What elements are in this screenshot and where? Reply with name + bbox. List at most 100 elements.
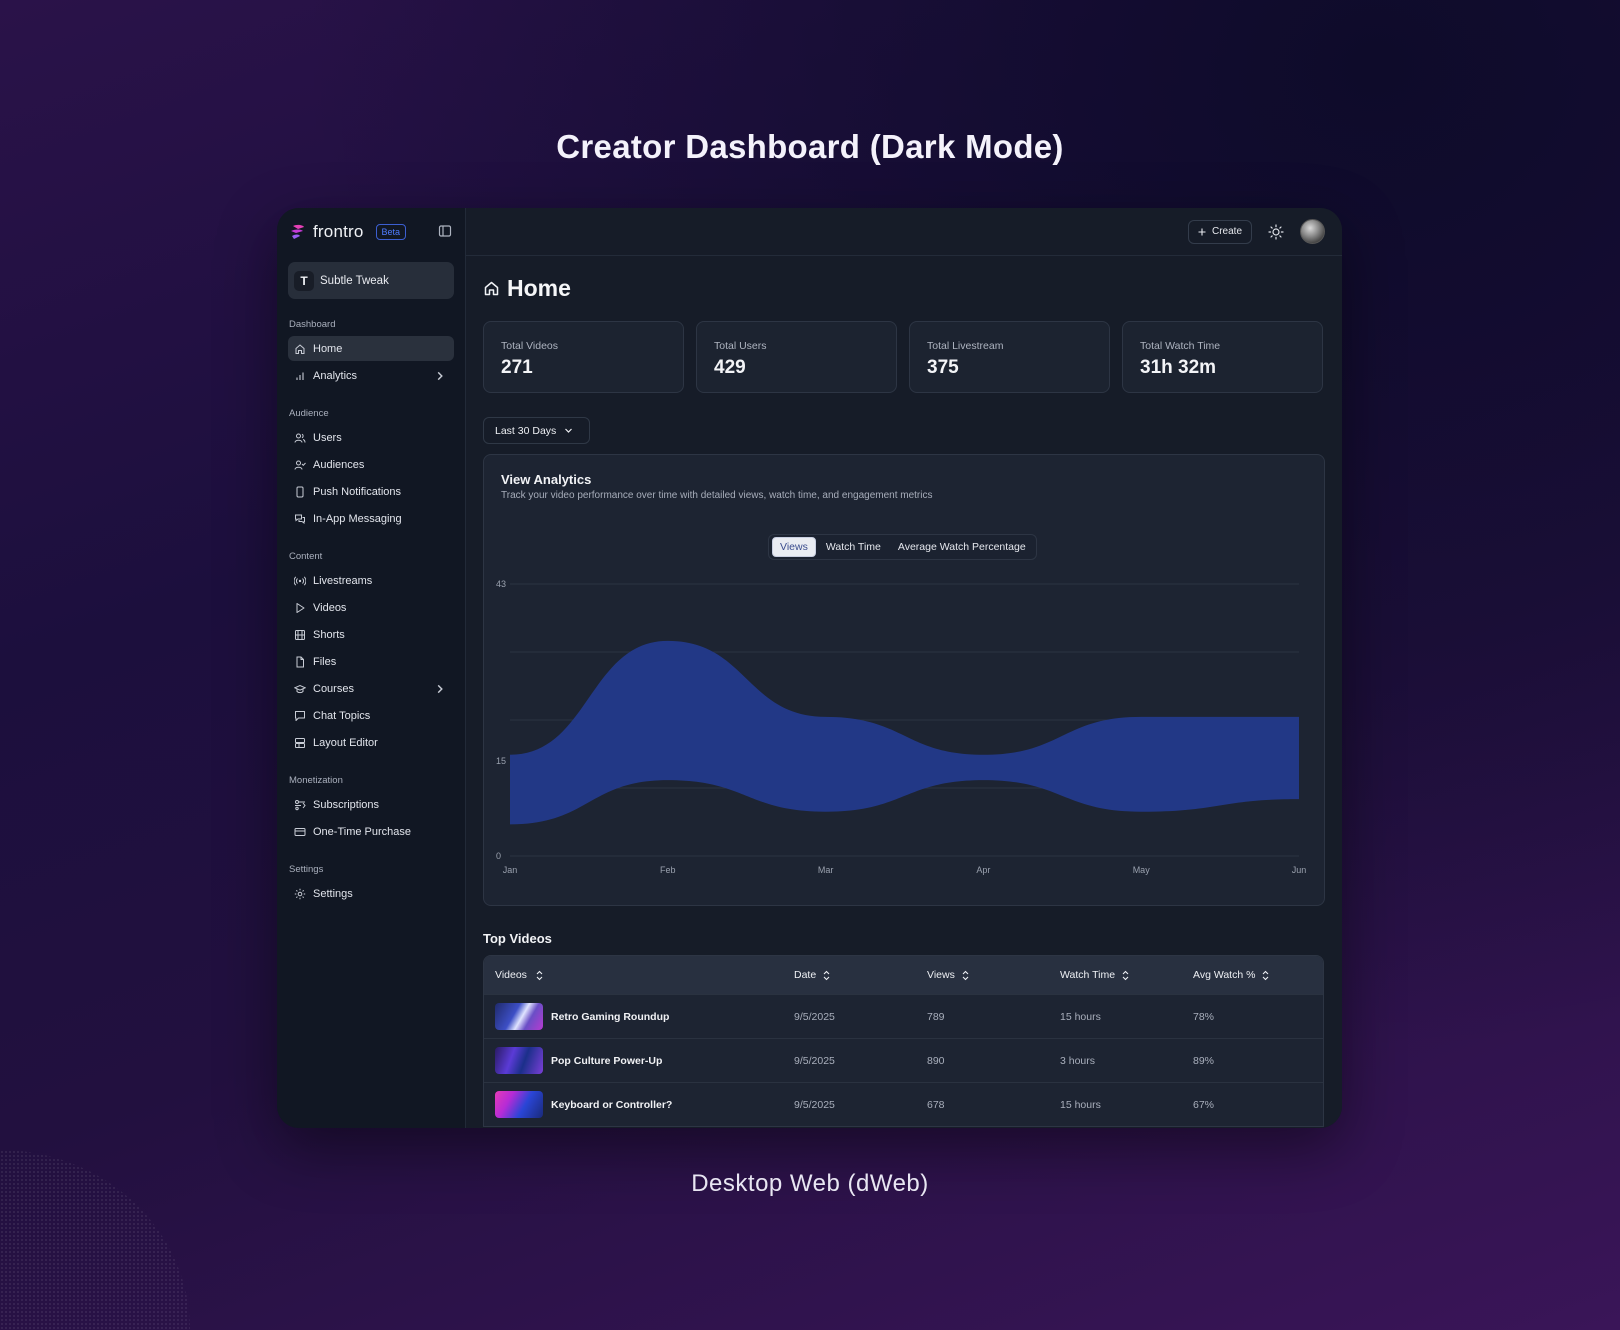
stat-card-total-users: Total Users 429 — [696, 321, 897, 393]
sidebar-item-subscriptions[interactable]: Subscriptions — [288, 792, 454, 817]
chart-metric-tabs: Views Watch Time Average Watch Percentag… — [768, 534, 1037, 560]
video-cell: Keyboard or Controller? — [484, 1091, 794, 1118]
column-header-date[interactable]: Date — [794, 969, 927, 981]
views-area-chart: 0 15 43 Jan Feb Mar Apr May Jun — [496, 579, 1306, 875]
frontro-logo-icon — [291, 224, 304, 239]
sidebar-item-push-notifications[interactable]: Push Notifications — [288, 479, 454, 504]
sun-icon[interactable] — [1268, 223, 1284, 240]
tab-views[interactable]: Views — [772, 537, 816, 557]
stat-label: Total Videos — [501, 340, 559, 352]
stats-row: Total Videos 271 Total Users 429 Total L… — [483, 321, 1325, 393]
chevron-down-icon — [565, 428, 573, 433]
stat-card-total-watch-time: Total Watch Time 31h 32m — [1122, 321, 1323, 393]
sidebar-item-livestreams[interactable]: Livestreams — [288, 568, 454, 593]
user-avatar[interactable] — [1300, 219, 1325, 244]
sidebar-item-label: Shorts — [313, 628, 345, 641]
sidebar-item-home[interactable]: Home — [288, 336, 454, 361]
chevron-right-icon — [437, 684, 443, 694]
sidebar: frontro Beta T Subtle Tweak Dashboard Hom… — [277, 208, 466, 1128]
column-header-watch-time[interactable]: Watch Time — [1060, 969, 1193, 981]
video-thumbnail — [495, 1047, 543, 1074]
broadcast-icon — [294, 575, 306, 586]
column-header-avg-watch[interactable]: Avg Watch % — [1193, 969, 1323, 981]
stat-value: 429 — [714, 357, 746, 378]
sidebar-nav: Dashboard Home Analytics Audience Users Audie… — [288, 319, 454, 906]
sidebar-item-in-app-messaging[interactable]: In-App Messaging — [288, 506, 454, 531]
brand-name: frontro — [313, 222, 364, 241]
sidebar-item-label: Analytics — [313, 369, 358, 382]
bar-chart-icon — [296, 372, 304, 380]
stat-card-total-videos: Total Videos 271 — [483, 321, 684, 393]
create-button[interactable]: Create — [1187, 219, 1252, 244]
subscriptions-icon — [295, 799, 306, 810]
sidebar-item-label: Courses — [313, 682, 354, 695]
workspace-avatar: T — [294, 270, 314, 291]
tab-average-watch-percentage[interactable]: Average Watch Percentage — [897, 541, 1026, 553]
sidebar-item-label: In-App Messaging — [313, 512, 402, 525]
sidebar-item-videos[interactable]: Videos — [288, 595, 454, 620]
video-thumbnail — [495, 1003, 543, 1030]
x-tick-label: Jan — [503, 865, 518, 875]
chevron-right-icon — [437, 371, 443, 381]
tab-watch-time[interactable]: Watch Time — [825, 541, 881, 553]
sidebar-item-settings[interactable]: Settings — [288, 881, 454, 906]
watch-time-cell: 15 hours — [1060, 1098, 1101, 1111]
sidebar-item-files[interactable]: Files — [288, 649, 454, 674]
column-header-views[interactable]: Views — [927, 969, 1060, 981]
top-videos-table: Videos Date Views Watch Time Avg Watch %… — [483, 955, 1324, 1127]
brand[interactable]: frontro Beta — [288, 208, 454, 256]
sidebar-item-label: Home — [313, 342, 343, 355]
date-cell: 9/5/2025 — [794, 1010, 835, 1023]
workspace-name: Subtle Tweak — [320, 274, 389, 287]
sidebar-item-users[interactable]: Users — [288, 425, 454, 450]
sidebar-item-label: Files — [313, 655, 337, 668]
views-cell: 890 — [927, 1054, 945, 1067]
sidebar-item-courses[interactable]: Courses — [288, 676, 454, 701]
sidebar-item-one-time-purchase[interactable]: One-Time Purchase — [288, 819, 454, 844]
sidebar-item-label: Settings — [313, 887, 353, 900]
credit-card-icon — [294, 827, 306, 836]
sort-icon — [1122, 970, 1129, 980]
sidebar-item-layout-editor[interactable]: Layout Editor — [288, 730, 454, 755]
table-row[interactable]: Keyboard or Controller? 9/5/2025 678 15 … — [484, 1082, 1323, 1126]
video-cell: Pop Culture Power-Up — [484, 1047, 794, 1074]
home-icon — [484, 281, 499, 295]
chart-title: View Analytics — [501, 472, 592, 487]
column-label: Avg Watch % — [1193, 969, 1256, 981]
file-icon — [296, 656, 304, 667]
date-range-select[interactable]: Last 30 Days — [483, 417, 590, 444]
sidebar-item-label: Push Notifications — [313, 485, 402, 498]
users-icon — [294, 433, 306, 443]
sidebar-item-shorts[interactable]: Shorts — [288, 622, 454, 647]
nav-group-label-content: Content — [289, 551, 323, 562]
stat-label: Total Watch Time — [1140, 340, 1221, 352]
content: Home Total Videos 271 Total Users 429 To… — [466, 275, 1342, 1127]
nav-group-label-dashboard: Dashboard — [289, 319, 336, 330]
sidebar-item-label: Chat Topics — [313, 709, 371, 722]
column-label: Videos — [495, 969, 527, 981]
topbar: Create — [466, 208, 1342, 256]
avg-watch-cell: 89% — [1193, 1054, 1215, 1067]
video-thumbnail — [495, 1091, 543, 1118]
column-header-videos[interactable]: Videos — [484, 969, 794, 981]
views-cell: 678 — [927, 1098, 945, 1111]
table-row[interactable]: Retro Gaming Roundup 9/5/2025 789 15 hou… — [484, 994, 1323, 1038]
workspace-switcher[interactable]: T Subtle Tweak — [288, 262, 454, 299]
sort-icon — [1263, 970, 1269, 980]
sidebar-item-chat-topics[interactable]: Chat Topics — [288, 703, 454, 728]
sidebar-item-label: One-Time Purchase — [313, 825, 412, 838]
play-icon — [296, 602, 305, 613]
sidebar-item-analytics[interactable]: Analytics — [288, 363, 454, 388]
sidebar-toggle-icon[interactable] — [438, 224, 452, 238]
column-label: Views — [927, 969, 955, 981]
views-cell: 789 — [927, 1010, 945, 1023]
x-tick-label: Apr — [976, 865, 990, 875]
sort-icon — [536, 970, 543, 980]
stat-value: 271 — [501, 357, 533, 378]
x-tick-label: Feb — [660, 865, 676, 875]
table-row[interactable]: Pop Culture Power-Up 9/5/2025 890 3 hour… — [484, 1038, 1323, 1082]
sidebar-item-label: Users — [313, 431, 342, 444]
sidebar-item-audiences[interactable]: Audiences — [288, 452, 454, 477]
beta-badge: Beta — [375, 224, 407, 240]
footer-caption: Desktop Web (dWeb) — [691, 1170, 929, 1197]
